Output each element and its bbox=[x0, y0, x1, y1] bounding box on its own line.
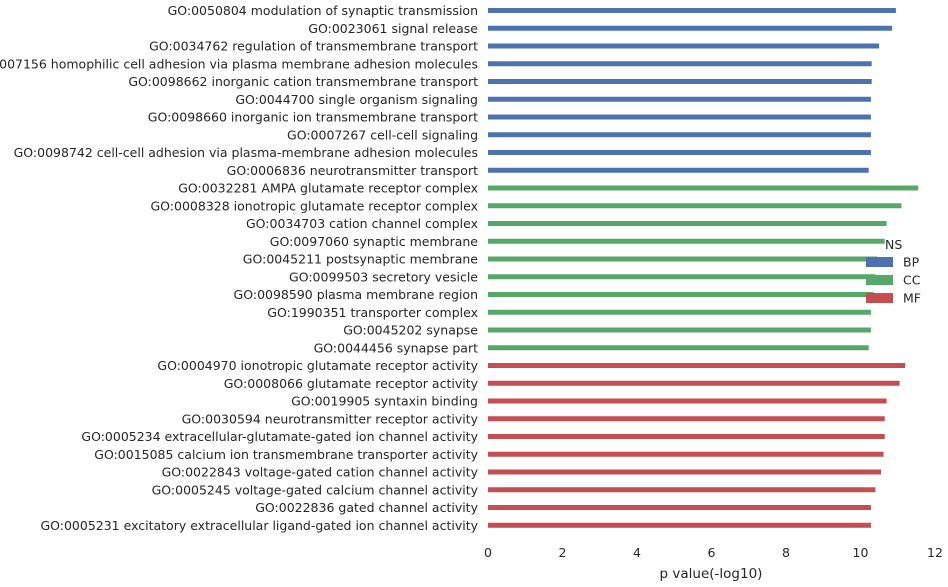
bars-layer bbox=[488, 8, 919, 528]
x-tick-label: 8 bbox=[782, 545, 790, 560]
bar-mf bbox=[488, 451, 884, 457]
bar-cc bbox=[488, 292, 874, 297]
legend-swatch-cc bbox=[866, 275, 893, 285]
bar-cc bbox=[488, 221, 887, 226]
x-axis: 0 2 4 6 8 10 12 bbox=[484, 545, 943, 560]
category-label: GO:0007267 cell-cell signaling bbox=[287, 127, 478, 142]
category-label: GO:0097060 synaptic membrane bbox=[270, 234, 479, 249]
category-label: GO:0034762 regulation of transmembrane t… bbox=[149, 39, 478, 54]
bar-cc bbox=[488, 327, 871, 333]
category-label: GO:0044700 single organism signaling bbox=[235, 92, 478, 107]
bar-mf bbox=[488, 487, 876, 493]
bar-cc bbox=[488, 309, 871, 315]
bar-bp bbox=[488, 167, 869, 173]
bar-mf bbox=[488, 522, 871, 528]
bar-mf bbox=[488, 380, 900, 386]
bar-cc bbox=[488, 238, 885, 244]
category-label: GO:0005245 voltage-gated calcium channel… bbox=[152, 482, 479, 497]
bar-cc bbox=[488, 256, 878, 262]
category-label: GO:0019905 syntaxin binding bbox=[291, 394, 478, 409]
bar-mf bbox=[488, 434, 885, 439]
bar-mf bbox=[488, 505, 871, 510]
category-label: GO:0008066 glutamate receptor activity bbox=[224, 376, 479, 391]
bar-bp bbox=[488, 132, 871, 138]
category-label: GO:0098660 inorganic ion transmembrane t… bbox=[148, 110, 478, 125]
bar-bp bbox=[488, 150, 871, 155]
legend-swatch-bp bbox=[866, 257, 893, 267]
category-label: GO:0023061 signal release bbox=[308, 21, 478, 36]
category-label: GO:0030594 neurotransmitter receptor act… bbox=[182, 411, 479, 426]
category-label: GO:0006836 neurotransmitter transport bbox=[227, 163, 478, 178]
x-tick-label: 2 bbox=[559, 545, 567, 560]
x-tick-label: 12 bbox=[927, 545, 943, 560]
x-axis-title: p value(-log10) bbox=[660, 566, 763, 582]
x-tick-label: 4 bbox=[633, 545, 641, 560]
bar-bp bbox=[488, 25, 893, 31]
category-label: GO:0034703 cation channel complex bbox=[246, 216, 478, 231]
bar-mf bbox=[488, 398, 887, 404]
bar-cc bbox=[488, 185, 919, 191]
x-tick-label: 10 bbox=[853, 545, 869, 560]
category-label: GO:0050804 modulation of synaptic transm… bbox=[168, 3, 478, 18]
category-label: GO:0008328 ionotropic glutamate receptor… bbox=[151, 198, 479, 213]
bar-bp bbox=[488, 96, 871, 102]
legend-label-bp: BP bbox=[903, 255, 920, 270]
legend-label-mf: MF bbox=[903, 291, 921, 306]
category-label: GO:0098662 inorganic cation transmembran… bbox=[128, 74, 478, 89]
category-label: GO:1990351 transporter complex bbox=[267, 305, 478, 320]
category-label: GO:0098590 plasma membrane region bbox=[234, 287, 478, 302]
x-tick-label: 0 bbox=[484, 545, 492, 560]
bar-bp bbox=[488, 43, 880, 49]
category-label: GO:0098742 cell-cell adhesion via plasma… bbox=[14, 145, 478, 160]
bar-mf bbox=[488, 363, 906, 368]
category-label: GO:0005234 extracellular-glutamate-gated… bbox=[81, 429, 478, 444]
bar-cc bbox=[488, 203, 902, 209]
category-label: GO:0015085 calcium ion transmembrane tra… bbox=[94, 447, 478, 462]
category-label: GO:0032281 AMPA glutamate receptor compl… bbox=[178, 181, 478, 196]
legend-label-cc: CC bbox=[903, 273, 921, 288]
bar-cc bbox=[488, 345, 869, 351]
legend-swatch-mf bbox=[866, 293, 893, 303]
bar-cc bbox=[488, 274, 876, 280]
x-tick-label: 6 bbox=[708, 545, 716, 560]
bar-bp bbox=[488, 79, 872, 84]
category-labels: GO:0050804 modulation of synaptic transm… bbox=[0, 3, 479, 533]
category-label: GO:0004970 ionotropic glutamate receptor… bbox=[157, 358, 478, 373]
category-label: GO:0022836 gated channel activity bbox=[255, 500, 478, 515]
legend-title: NS bbox=[885, 237, 902, 252]
category-label: GO:0007156 homophilic cell adhesion via … bbox=[0, 56, 478, 71]
bar-mf bbox=[488, 416, 885, 422]
bar-bp bbox=[488, 61, 872, 67]
category-label: GO:0005231 excitatory extracellular liga… bbox=[40, 518, 478, 533]
category-label: GO:0022843 voltage-gated cation channel … bbox=[162, 465, 479, 480]
category-label: GO:0044456 synapse part bbox=[314, 340, 478, 355]
bar-mf bbox=[488, 469, 881, 475]
bar-bp bbox=[488, 114, 871, 120]
legend: NS BP CC MF bbox=[866, 237, 921, 306]
category-label: GO:0045211 postsynaptic membrane bbox=[243, 252, 479, 267]
category-label: GO:0099503 secretory vesicle bbox=[289, 269, 478, 284]
bar-bp bbox=[488, 8, 896, 13]
category-label: GO:0045202 synapse bbox=[343, 323, 478, 338]
